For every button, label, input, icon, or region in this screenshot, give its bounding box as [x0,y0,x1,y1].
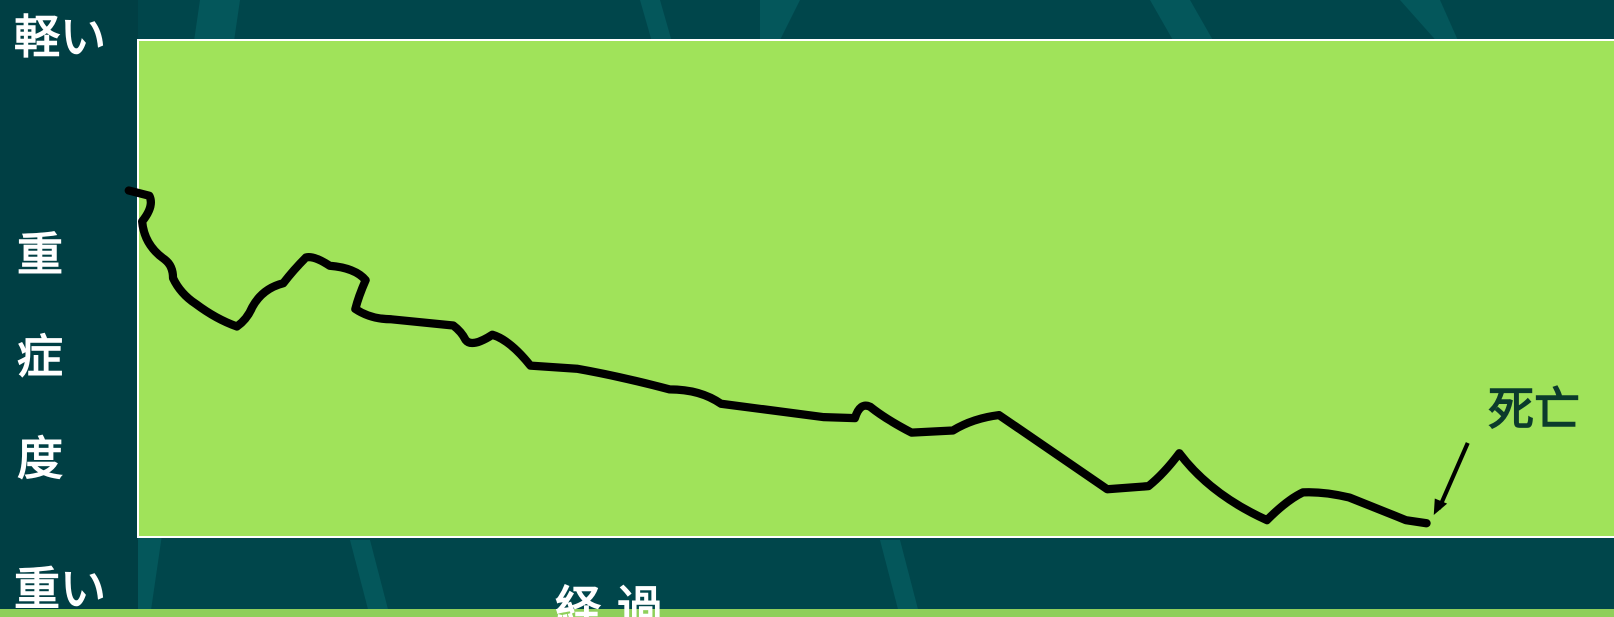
top-label: 軽い [14,10,106,64]
arrow-shaft [1437,442,1470,510]
arrow-head [1433,498,1448,515]
bottom-label: 重い [14,562,106,616]
y-axis-label: 重症度 [10,230,64,536]
course-line [124,186,1431,528]
chart-area [137,39,1614,538]
x-axis-label: 経 過 [555,581,664,617]
left-band [0,0,138,617]
annotation: 死亡 [1488,382,1580,436]
bottom-strip [0,609,1614,617]
